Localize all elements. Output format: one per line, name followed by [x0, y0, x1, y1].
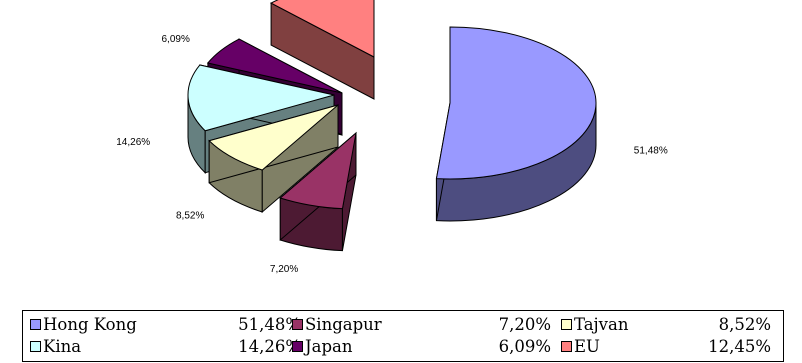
- legend-value: 6,09%: [498, 337, 551, 356]
- legend-label: Kina: [43, 337, 82, 356]
- legend-swatch: [561, 341, 572, 352]
- pie-top-tajvan: [208, 104, 339, 171]
- legend-label: EU: [574, 337, 600, 356]
- data-label: 51,48%: [634, 146, 668, 157]
- legend-value: 51,48%: [238, 315, 301, 334]
- legend-value: 14,26%: [238, 337, 301, 356]
- data-label: 7,20%: [270, 264, 298, 275]
- pie-labels: 51,48%7,20%8,52%14,26%6,09%12,45%: [116, 34, 668, 275]
- legend-label: Japan: [305, 337, 353, 356]
- data-label: 14,26%: [116, 137, 150, 148]
- pie-tops: [187, 0, 597, 210]
- pie-top-japan: [206, 38, 343, 94]
- legend-value: 7,20%: [498, 315, 551, 334]
- legend-label: Hong Kong: [43, 315, 137, 334]
- pie-top-eu: [270, 0, 375, 58]
- legend: Hong Kong 51,48% Singapur 7,20% Tajvan 8…: [22, 310, 784, 362]
- legend-value: 12,45%: [708, 337, 771, 356]
- pie-top-singapur: [279, 131, 357, 210]
- pie-top-hong-kong: [435, 26, 597, 180]
- legend-swatch: [30, 341, 41, 352]
- legend-label: Tajvan: [574, 315, 629, 334]
- legend-swatch: [561, 319, 572, 330]
- legend-value: 8,52%: [718, 315, 771, 334]
- legend-label: Singapur: [305, 315, 382, 334]
- data-label: 8,52%: [176, 210, 204, 221]
- legend-swatch: [30, 319, 41, 330]
- pie-chart: 51,48%7,20%8,52%14,26%6,09%12,45%: [116, 0, 668, 275]
- legend-swatch: [292, 319, 303, 330]
- pie-top-kina: [187, 64, 335, 132]
- data-label: 6,09%: [161, 34, 189, 45]
- legend-swatch: [292, 341, 303, 352]
